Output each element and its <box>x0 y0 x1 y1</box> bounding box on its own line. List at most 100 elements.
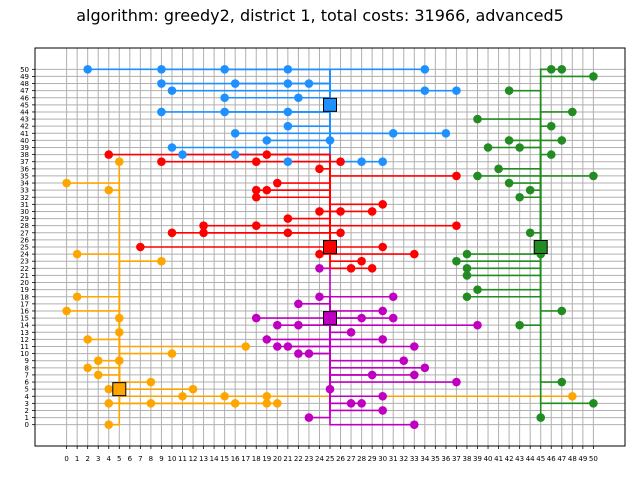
y-tick-label: 43 <box>20 116 29 124</box>
x-tick-label: 40 <box>484 455 493 463</box>
house-point <box>283 342 293 351</box>
y-tick-label: 23 <box>20 258 29 266</box>
house-point <box>557 377 567 387</box>
y-tick-label: 10 <box>20 350 29 358</box>
house-point <box>515 143 524 152</box>
house-point <box>251 192 261 202</box>
house-point <box>230 128 240 138</box>
house-point <box>294 93 303 103</box>
house-point <box>251 313 261 323</box>
house-point <box>199 228 208 238</box>
house-point <box>346 399 356 408</box>
house-point <box>157 107 166 117</box>
house-point <box>409 342 419 351</box>
cable-route <box>277 182 331 247</box>
y-tick-label: 25 <box>20 244 29 252</box>
x-tick-label: 46 <box>547 455 556 463</box>
x-tick-label: 33 <box>410 455 419 463</box>
y-tick-label: 46 <box>20 94 29 102</box>
house-point <box>589 399 598 408</box>
x-tick-label: 15 <box>220 455 229 463</box>
y-tick-label: 41 <box>20 130 29 138</box>
cable-route <box>118 389 573 398</box>
x-tick-label: 8 <box>149 455 153 463</box>
house-point <box>504 86 514 95</box>
y-tick-label: 6 <box>25 379 30 387</box>
x-tick-label: 14 <box>210 455 219 463</box>
house-point <box>346 327 356 337</box>
y-tick-label: 19 <box>20 286 29 294</box>
cable-route <box>539 111 573 247</box>
y-tick-label: 18 <box>20 293 29 301</box>
cable-route <box>329 68 425 105</box>
house-point <box>304 413 314 422</box>
house-point <box>336 157 345 167</box>
house-point <box>315 164 324 174</box>
house-point <box>104 150 114 159</box>
house-point <box>157 157 166 167</box>
x-tick-label: 19 <box>262 455 271 463</box>
house-point <box>294 349 303 358</box>
x-tick-label: 24 <box>315 455 324 463</box>
y-tick-label: 47 <box>20 87 29 95</box>
house-point <box>294 320 303 330</box>
house-point <box>568 391 577 401</box>
house-point <box>62 178 71 188</box>
x-tick-label: 21 <box>283 455 292 463</box>
house-point <box>420 363 430 373</box>
house-point <box>557 306 567 316</box>
house-point <box>220 65 229 74</box>
x-tick-label: 13 <box>199 455 208 463</box>
house-point <box>315 264 324 273</box>
house-point <box>273 320 282 330</box>
house-point <box>167 86 177 95</box>
house-point <box>504 178 514 188</box>
y-tick-label: 16 <box>20 307 29 315</box>
cable-route <box>329 318 383 341</box>
y-tick-label: 44 <box>20 108 29 116</box>
house-point <box>378 200 387 209</box>
house-point <box>452 377 461 387</box>
house-point <box>346 264 356 273</box>
x-tick-label: 25 <box>326 455 335 463</box>
y-tick-label: 24 <box>20 251 29 259</box>
battery-marker <box>323 240 337 254</box>
cable-route <box>66 182 121 390</box>
house-point <box>452 86 461 95</box>
y-tick-label: 22 <box>20 265 29 273</box>
house-point <box>441 128 451 138</box>
battery-marker <box>112 382 127 397</box>
house-point <box>473 171 482 181</box>
x-tick-label: 48 <box>568 455 577 463</box>
y-tick-label: 12 <box>20 336 29 344</box>
house-point <box>83 363 92 373</box>
cable-route <box>277 318 331 326</box>
y-tick-label: 7 <box>25 371 29 379</box>
x-tick-label: 47 <box>557 455 566 463</box>
house-point <box>167 228 177 238</box>
x-tick-label: 35 <box>431 455 440 463</box>
y-tick-label: 50 <box>20 66 29 74</box>
house-point <box>72 249 82 259</box>
y-tick-label: 4 <box>25 393 30 401</box>
house-point <box>452 256 461 266</box>
x-tick-label: 38 <box>463 455 472 463</box>
house-point <box>378 242 387 252</box>
house-point <box>525 185 535 195</box>
house-point <box>568 107 577 117</box>
y-tick-label: 5 <box>25 386 29 394</box>
house-point <box>388 128 398 138</box>
house-point <box>473 320 482 330</box>
x-tick-label: 32 <box>399 455 408 463</box>
y-tick-label: 28 <box>20 222 29 230</box>
cable-route <box>509 182 542 247</box>
house-point <box>114 327 124 337</box>
cable-route <box>539 125 552 247</box>
house-point <box>283 121 293 131</box>
x-tick-label: 29 <box>368 455 377 463</box>
cable-route <box>509 139 542 247</box>
house-point <box>157 79 166 88</box>
house-point <box>262 391 272 401</box>
house-point <box>420 86 430 95</box>
x-tick-label: 39 <box>473 455 482 463</box>
